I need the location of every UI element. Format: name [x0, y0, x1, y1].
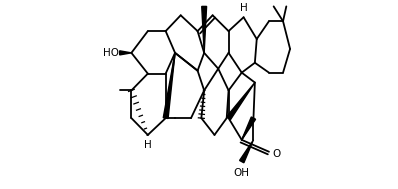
Polygon shape [242, 117, 256, 140]
Polygon shape [120, 51, 131, 55]
Text: O: O [272, 149, 281, 159]
Text: OH: OH [234, 167, 250, 177]
Polygon shape [202, 6, 207, 53]
Text: HO: HO [103, 48, 119, 58]
Polygon shape [240, 140, 254, 163]
Polygon shape [163, 53, 175, 119]
Text: H: H [240, 3, 248, 13]
Polygon shape [226, 83, 255, 120]
Text: H: H [144, 140, 152, 150]
